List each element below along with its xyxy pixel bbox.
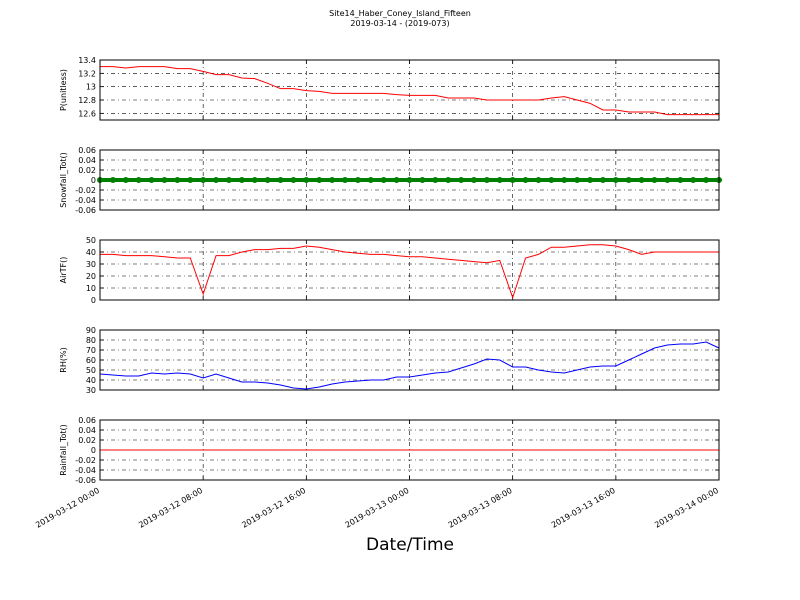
y-tick-label: 30 bbox=[86, 260, 96, 269]
x-axis-label: Date/Time bbox=[366, 535, 454, 555]
y-tick-label: 12.6 bbox=[78, 109, 96, 118]
y-tick-label: 0.04 bbox=[78, 426, 96, 435]
y-tick-label: 0.06 bbox=[78, 416, 96, 425]
chart-title: Site14_Haber_Coney_Island_Fifteen bbox=[329, 9, 471, 18]
x-tick-label: 2019-03-13 08:00 bbox=[447, 486, 514, 530]
y-tick-label: -0.06 bbox=[75, 476, 96, 485]
series-line bbox=[99, 341, 720, 390]
y-tick-label: 20 bbox=[86, 272, 96, 281]
y-axis-label: Rainfall_Tot() bbox=[59, 424, 68, 476]
y-tick-label: 13 bbox=[86, 83, 96, 92]
plot-frame bbox=[99, 59, 720, 121]
y-tick-label: -0.04 bbox=[75, 466, 96, 475]
y-tick-label: 90 bbox=[86, 326, 96, 335]
y-tick-label: 40 bbox=[86, 376, 96, 385]
y-tick-label: 0 bbox=[91, 296, 96, 305]
y-axis-label: Snowfall_Tot() bbox=[59, 152, 68, 208]
plot-frame bbox=[99, 419, 720, 481]
x-tick-label: 2019-03-12 08:00 bbox=[137, 486, 204, 530]
y-tick-label: 0.06 bbox=[78, 146, 96, 155]
y-tick-label: 13.4 bbox=[78, 56, 96, 65]
y-tick-label: 0.02 bbox=[78, 436, 96, 445]
y-axis-label: AirTF() bbox=[59, 257, 68, 284]
y-axis-label: P(unitless) bbox=[59, 69, 68, 111]
chart-subtitle: 2019-03-14 - (2019-073) bbox=[350, 19, 449, 28]
y-tick-label: 0 bbox=[91, 176, 96, 185]
y-tick-label: 30 bbox=[86, 386, 96, 395]
x-tick-label: 2019-03-13 16:00 bbox=[550, 486, 617, 530]
y-tick-label: 0 bbox=[91, 446, 96, 455]
x-tick-label: 2019-03-12 00:00 bbox=[34, 486, 101, 530]
y-tick-label: 12.8 bbox=[78, 96, 96, 105]
plot-frame bbox=[99, 329, 720, 391]
x-tick-label: 2019-03-14 00:00 bbox=[653, 486, 720, 530]
y-axis-label: RH(%) bbox=[59, 347, 68, 372]
y-tick-label: -0.04 bbox=[75, 196, 96, 205]
plot-frame bbox=[99, 239, 720, 301]
y-tick-label: -0.06 bbox=[75, 206, 96, 215]
series-line bbox=[100, 244, 719, 300]
y-tick-label: 0.04 bbox=[78, 156, 96, 165]
y-tick-label: 50 bbox=[86, 366, 96, 375]
y-tick-label: 50 bbox=[86, 236, 96, 245]
y-tick-label: 13.2 bbox=[78, 69, 96, 78]
y-tick-label: -0.02 bbox=[75, 456, 96, 465]
y-tick-label: 60 bbox=[86, 356, 96, 365]
y-tick-label: 40 bbox=[86, 248, 96, 257]
series-line bbox=[100, 66, 719, 116]
x-tick-label: 2019-03-12 16:00 bbox=[240, 486, 307, 530]
x-tick-label: 2019-03-13 00:00 bbox=[344, 486, 411, 530]
y-tick-label: 10 bbox=[86, 284, 96, 293]
y-tick-label: 0.02 bbox=[78, 166, 96, 175]
plot-frame bbox=[99, 149, 720, 211]
y-tick-label: 70 bbox=[86, 346, 96, 355]
y-tick-label: 80 bbox=[86, 336, 96, 345]
y-tick-label: -0.02 bbox=[75, 186, 96, 195]
